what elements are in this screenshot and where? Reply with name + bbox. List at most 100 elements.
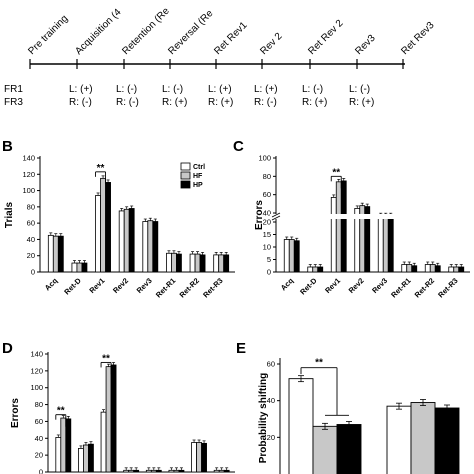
timeline-phase-label: Pre training (26, 13, 70, 57)
panel-c-category-label: Rev2 (347, 276, 366, 295)
fr1-schedule-value: L: (+) (208, 84, 232, 95)
panel-b-bar-hf (100, 177, 106, 273)
panel-e-bar-hp (434, 407, 460, 474)
fr3-schedule-value: R: (-) (116, 97, 139, 108)
panel-b-bar-hf (52, 235, 59, 273)
panel-d-y-tick-label: 140 (30, 350, 43, 359)
panel-c-bar-hp (340, 180, 347, 273)
panel-d-y-tick-label: 120 (30, 366, 43, 375)
panel-b-bar-hp (57, 235, 64, 273)
fr1-schedule-value: L: (+) (69, 84, 93, 95)
panel-c-bar-hf (312, 266, 319, 273)
panel-d-bar-ctrl (123, 469, 130, 473)
panel-b-bar-hf (123, 208, 130, 273)
panel-e-bar-hf (410, 402, 436, 474)
panel-d-bar-ctrl (213, 469, 220, 473)
panel-c-bar-hp (458, 266, 465, 273)
panel-c-bar-ctrl (330, 197, 337, 273)
panel-d-significance-label: ** (102, 353, 110, 364)
panel-c-bar-ctrl (307, 266, 314, 273)
panel-e-significance-label: ** (315, 358, 323, 369)
panel-b-chart: 0 20 40 60 80 100 120 140 Trials Acq Ret-D Rev1 Rev2… (4, 154, 235, 300)
panel-d-bar-ctrl (191, 442, 197, 473)
panel-b-bar-ctrl (95, 195, 101, 273)
panel-b-category-label: Acq (43, 276, 60, 293)
panel-letter-c: C (233, 138, 244, 155)
panel-letter-d: D (2, 340, 13, 357)
panel-b-bar-ctrl (142, 221, 149, 273)
panel-d-significance-label: ** (57, 406, 65, 417)
panel-c-bar-hp (293, 240, 300, 273)
fr3-schedule-value: R: (+) (162, 97, 187, 108)
panel-c-y-axis-title: Errors (254, 200, 265, 230)
panel-b-bar-ctrl (47, 234, 54, 273)
panel-c-y-tick-label: 20 (263, 218, 271, 227)
legend-label-hp: HP (193, 182, 203, 189)
legend-label-ctrl: Ctrl (193, 164, 205, 171)
timeline-phase-label: Ret Rev3 (399, 20, 437, 58)
panel-b-bar-hf (194, 253, 201, 273)
panel-d-bar-hf (105, 366, 112, 473)
panel-c-significance-label: ** (332, 167, 340, 178)
timeline-phase-label: Acquisition (4 (73, 7, 124, 58)
fr1-schedule-value: L: (-) (116, 84, 137, 95)
panel-c-bar-ctrl (283, 239, 290, 273)
panel-b-bar-hp (105, 182, 111, 273)
panel-c-axis-break-gap (270, 214, 470, 219)
panel-b-bar-hf (147, 220, 154, 273)
panel-b-bar-hf (171, 252, 177, 273)
timeline-phase-label: Ret Rev1 (212, 20, 250, 58)
panel-c-bar-hf (453, 266, 460, 273)
panel-e-y-axis-title: Probability shifting (258, 373, 269, 464)
legend-swatch-hf (180, 171, 191, 180)
panel-b-bar-ctrl (189, 253, 196, 273)
panel-c-bar-ctrl (377, 215, 384, 273)
panel-d-bar-hp (65, 418, 72, 473)
panel-e-y-tick-label: 60 (267, 360, 275, 369)
panel-c-category-label: Ret-R1 (389, 276, 412, 299)
panel-e-bar-ctrl (386, 405, 412, 474)
panel-letter-b: B (2, 138, 13, 155)
panel-d-bar-hp (110, 364, 117, 473)
fr3-schedule-value: R: (+) (208, 97, 233, 108)
panel-d-bar-ctrl (55, 437, 62, 473)
panel-b-y-tick-label: 120 (22, 170, 35, 179)
fr1-schedule-value: L: (+) (254, 84, 278, 95)
panel-c-bar-hf (288, 239, 295, 273)
panel-c-category-label: Rev1 (323, 276, 342, 295)
legend-swatch-hp (180, 180, 191, 189)
fr3-schedule-value: R: (+) (302, 97, 327, 108)
panel-b-bar-hp (199, 254, 206, 273)
panel-d-y-tick-label: 40 (35, 434, 43, 443)
timeline-phase-label: Reversal (Re (166, 8, 215, 57)
panel-c-bar-hf (429, 264, 436, 273)
panel-c-bar-ctrl (401, 264, 408, 273)
panel-c-category-label: Ret-D (298, 276, 319, 297)
panel-e-y-tick-label: 20 (267, 433, 275, 442)
panel-c-category-label: Rev3 (370, 276, 389, 295)
panel-c-category-label: Ret-R2 (413, 276, 436, 299)
panel-d-bar-hp (155, 469, 162, 473)
timeline-phase-label: Rev 2 (258, 31, 285, 58)
panel-c-y-tick-label: 0 (267, 268, 271, 277)
panel-e-y-tick-label: 40 (267, 396, 275, 405)
panel-b-category-label: Ret-R2 (178, 276, 201, 299)
panel-c-bar-hf (382, 215, 389, 273)
panel-b-y-tick-label: 60 (27, 219, 35, 228)
panel-e-chart: 20 40 60 Probability shifting ** (258, 358, 460, 474)
fr3-schedule-value: R: (-) (69, 97, 92, 108)
fr1-schedule-value: L: (-) (162, 84, 183, 95)
panel-b-y-axis-title: Trials (4, 202, 15, 229)
panel-b-bar-hf (76, 262, 83, 273)
panel-d-bar-hp (201, 442, 207, 473)
panel-d-bar-hf (218, 469, 225, 473)
panel-b-bar-ctrl (71, 262, 78, 273)
panel-d-y-tick-label: 100 (30, 383, 43, 392)
panel-b-y-tick-label: 20 (27, 251, 35, 260)
panel-d-bar-ctrl (168, 469, 175, 473)
panel-c-y-tick-label: 100 (258, 154, 271, 163)
fr3-schedule-value: R: (+) (349, 97, 374, 108)
panel-b-bar-hp (152, 221, 159, 273)
panel-b-category-label: Rev2 (111, 276, 130, 295)
panel-b-bar-ctrl (166, 252, 172, 273)
